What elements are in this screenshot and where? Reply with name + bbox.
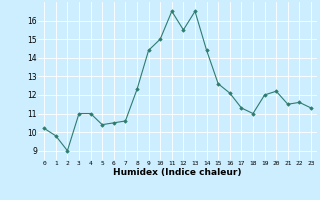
X-axis label: Humidex (Indice chaleur): Humidex (Indice chaleur) [113,168,242,177]
